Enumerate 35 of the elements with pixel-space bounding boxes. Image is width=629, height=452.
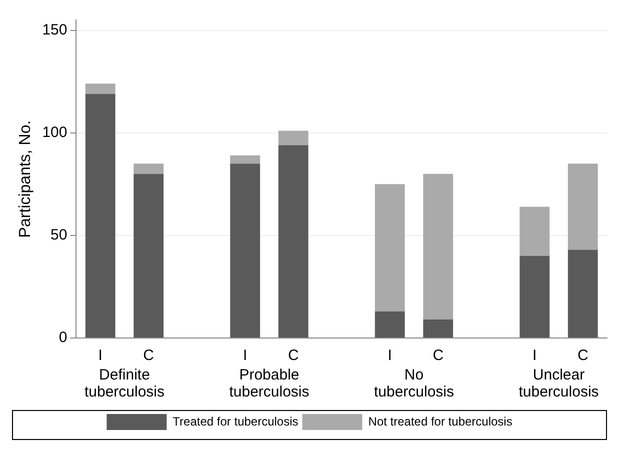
- bar: [134, 164, 164, 174]
- bar: [568, 250, 598, 338]
- x-tick-label: C: [288, 347, 299, 364]
- x-tick-label: C: [577, 347, 588, 364]
- x-tick-label: C: [143, 347, 154, 364]
- legend-label: Not treated for tuberculosis: [368, 414, 512, 428]
- bar: [230, 164, 260, 338]
- text: Definite tuberculosis: [84, 366, 164, 401]
- x-tick-label: C: [432, 347, 444, 364]
- text: Unclear tuberculosis: [518, 366, 599, 401]
- bar: [423, 320, 454, 338]
- bar: [568, 164, 598, 250]
- y-axis-title: Participants, No.: [17, 120, 34, 238]
- x-tick-label: I: [532, 347, 537, 364]
- x-tick-label: I: [243, 347, 248, 364]
- text: Probable tuberculosis: [229, 366, 310, 401]
- bar: [230, 155, 260, 164]
- bar: [520, 256, 550, 338]
- bar: [374, 184, 405, 312]
- y-tick-label: 150: [42, 21, 68, 38]
- y-tick-label: 0: [58, 329, 68, 346]
- x-tick-label: I: [98, 347, 102, 364]
- bar: [520, 206, 550, 256]
- bar: [278, 130, 308, 146]
- bar: [374, 311, 405, 338]
- bar: [85, 94, 116, 338]
- x-tick-label: I: [388, 347, 392, 364]
- bar: [134, 174, 164, 338]
- bar: [423, 174, 454, 320]
- y-tick-label: 100: [42, 124, 68, 141]
- legend-label: Treated for tuberculosis: [172, 414, 298, 428]
- bar: [278, 145, 308, 338]
- y-tick-label: 50: [50, 226, 68, 244]
- bar: [85, 84, 116, 94]
- text: No tuberculosis: [374, 366, 454, 401]
